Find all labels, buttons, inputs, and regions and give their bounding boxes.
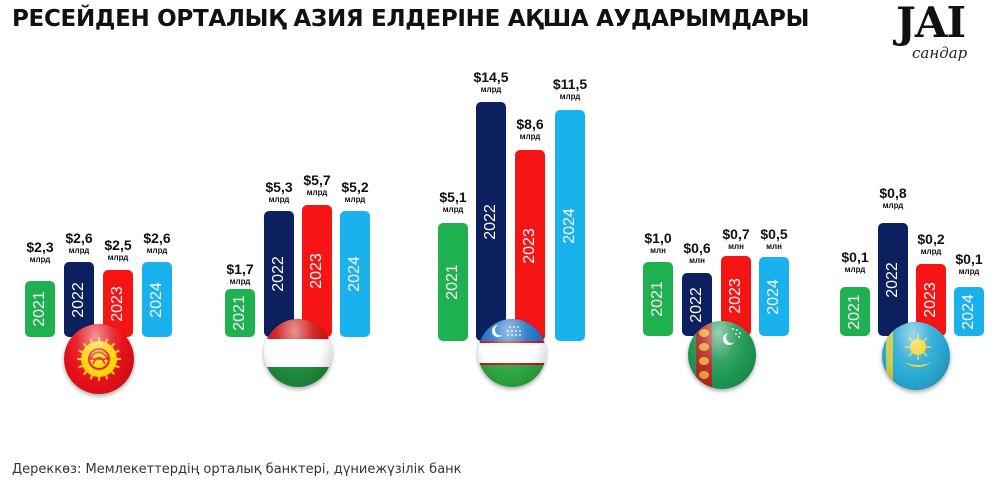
- bar-2022: 2022: [878, 223, 908, 336]
- bar-2021: 2021: [643, 262, 673, 336]
- bar-2023: 2023: [302, 205, 332, 337]
- bar-2022: 2022: [476, 102, 506, 341]
- value-label: $0,5 млн: [760, 226, 788, 252]
- logo-sub: сандар: [912, 44, 968, 62]
- value-label: $5,7 млрд: [303, 172, 331, 198]
- value-label: $14,5 млрд: [473, 69, 509, 95]
- value-label: $1,0 млн: [644, 230, 672, 256]
- chart-title: РЕСЕЙДЕН ОРТАЛЫҚ АЗИЯ ЕЛДЕРІНЕ АҚША АУДА…: [12, 6, 810, 32]
- bar-2021: 2021: [438, 223, 468, 341]
- value-label: $2,6 млрд: [65, 230, 93, 256]
- kyrgyzstan-flag-icon: [64, 324, 134, 394]
- uzbekistan-flag-icon: [478, 319, 546, 387]
- bar-2022: 2022: [264, 211, 294, 337]
- bar-2024: 2024: [555, 110, 585, 341]
- value-label: $0,1 млрд: [841, 249, 869, 275]
- bar-2024: 2024: [340, 211, 370, 337]
- bar-2024: 2024: [142, 262, 172, 337]
- bar-2023: 2023: [515, 150, 545, 341]
- value-label: $5,1 млрд: [439, 189, 467, 215]
- value-label: $0,1 млрд: [955, 251, 983, 277]
- value-label: $0,7 млн: [722, 226, 750, 252]
- jai-sandar-logo: JAI сандар: [890, 0, 990, 66]
- value-label: $0,8 млрд: [879, 185, 907, 211]
- kazakhstan-flag-icon: [882, 322, 950, 390]
- value-label: $1,7 млрд: [226, 261, 254, 287]
- value-label: $2,5 млрд: [104, 237, 132, 263]
- bar-2021: 2021: [25, 281, 55, 337]
- tajikistan-flag-icon: [264, 319, 332, 387]
- value-label: $0,2 млрд: [917, 231, 945, 257]
- source-note: Дереккөз: Мемлекеттердің орталық банктер…: [12, 462, 462, 477]
- turkmenistan-flag-icon: [688, 321, 756, 389]
- value-label: $5,2 млрд: [341, 179, 369, 205]
- bar-2021: 2021: [225, 289, 255, 337]
- bar-2024: 2024: [954, 287, 984, 336]
- value-label: $2,3 млрд: [26, 239, 54, 265]
- value-label: $11,5 млрд: [552, 76, 588, 102]
- value-label: $5,3 млрд: [265, 179, 293, 205]
- bar-2024: 2024: [759, 257, 789, 336]
- value-label: $8,6 млрд: [516, 116, 544, 142]
- value-label: $0,6 млн: [683, 240, 711, 266]
- logo-main: JAI: [896, 0, 966, 47]
- value-label: $2,6 млрд: [143, 230, 171, 256]
- bar-2021: 2021: [840, 287, 870, 336]
